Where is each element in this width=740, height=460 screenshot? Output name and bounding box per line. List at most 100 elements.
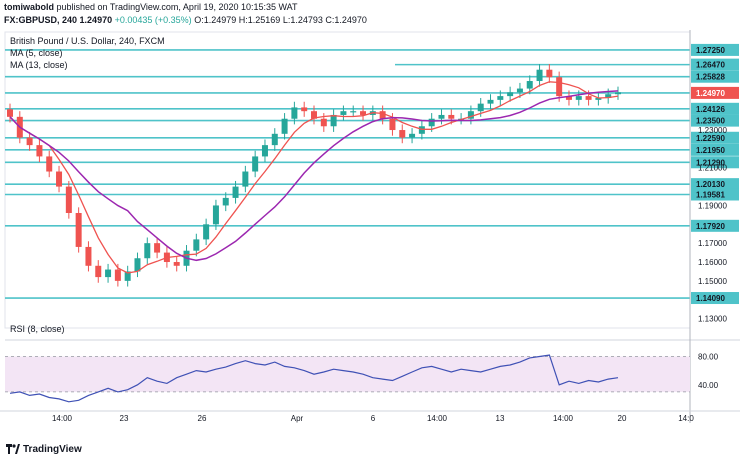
- candle-body: [418, 126, 425, 134]
- level-label: 1.25828: [696, 73, 725, 82]
- candle-body: [409, 133, 416, 138]
- level-label: 1.23500: [696, 117, 725, 126]
- candle-body: [242, 171, 249, 187]
- symbol-label: FX:GBPUSD, 240: [4, 15, 78, 25]
- chart-legend: British Pound / U.S. Dollar, 240, FXCM M…: [10, 36, 165, 334]
- ma13-line: [9, 90, 619, 262]
- candle-body: [595, 97, 602, 100]
- candle-body: [281, 118, 288, 134]
- level-badge: [691, 70, 739, 83]
- candle-body: [75, 212, 82, 247]
- time-tick-label: 26: [198, 414, 207, 423]
- time-axis[interactable]: 14:00 23 26 Apr 6 14:00 13 14:00 20 14:0: [0, 410, 740, 423]
- candle-body: [301, 107, 308, 112]
- time-tick-label: 14:00: [427, 414, 448, 423]
- candle-body: [154, 243, 161, 253]
- price-tick-label: 1.17000: [698, 239, 727, 248]
- level-badge: [691, 292, 739, 305]
- price-tick-label: 1.23000: [698, 126, 727, 135]
- level-badge: [691, 58, 739, 71]
- level-label: 1.27250: [696, 46, 725, 55]
- candlesticks: [7, 64, 621, 287]
- candle-body: [232, 186, 239, 198]
- candle-body: [605, 94, 612, 98]
- candle-body: [379, 111, 386, 119]
- candle-body: [311, 111, 317, 119]
- chart-title: British Pound / U.S. Dollar, 240, FXCM: [10, 36, 165, 46]
- level-label: 1.19581: [696, 190, 725, 199]
- candle-body: [526, 81, 533, 89]
- candle-body: [144, 243, 151, 259]
- level-badge: [691, 114, 739, 127]
- price-tick-label: 1.21000: [698, 164, 727, 173]
- price-tick-label: 1.19000: [698, 201, 727, 210]
- author-name[interactable]: tomiwabold: [4, 2, 54, 12]
- candle-body: [507, 92, 514, 97]
- candle-body: [105, 269, 112, 278]
- level-badge: [691, 131, 739, 144]
- open-label: O:: [194, 15, 204, 25]
- candle-body: [487, 99, 494, 104]
- tradingview-footer[interactable]: TradingView: [6, 442, 82, 458]
- candle-body: [261, 145, 268, 157]
- candle-body: [26, 137, 33, 146]
- publish-line: tomiwabold published on TradingView.com,…: [0, 1, 740, 13]
- candle-body: [438, 114, 445, 119]
- candle-body: [360, 111, 367, 115]
- price-tick-label: 1.16000: [698, 258, 727, 267]
- level-label: 1.22590: [696, 134, 725, 143]
- time-tick-label: 14:00: [52, 414, 73, 423]
- rsi-tick-label: 80.00: [698, 352, 719, 361]
- level-badge: [691, 43, 739, 56]
- candle-body: [536, 69, 543, 82]
- candle-body: [448, 114, 455, 119]
- time-tick-label: Apr: [291, 414, 304, 423]
- candle-body: [95, 265, 102, 278]
- candle-body: [56, 171, 63, 187]
- candle-body: [124, 271, 131, 281]
- rsi-line: [9, 354, 619, 403]
- time-tick-label: 6: [371, 414, 376, 423]
- price-change: +0.00435 (+0.35%): [114, 15, 192, 25]
- time-tick-label: 13: [496, 414, 505, 423]
- last-price: 1.24970: [79, 15, 113, 25]
- candle-body: [477, 103, 484, 112]
- time-tick-label: 23: [120, 414, 129, 423]
- legend-ma13: MA (13, close): [10, 60, 68, 70]
- chart-area[interactable]: 1.27250 1.26470 1.25828 1.24126 1.23500 1.225…: [0, 30, 740, 440]
- low-value: 1.24793: [290, 15, 323, 25]
- candle-body: [399, 130, 406, 138]
- open-value: 1.24979: [203, 15, 237, 25]
- level-badge: [691, 178, 739, 191]
- level-badge: [691, 143, 739, 156]
- time-tick-label: 20: [618, 414, 627, 423]
- candle-body: [575, 96, 582, 100]
- high-label: H:: [238, 15, 248, 25]
- candle-body: [193, 239, 200, 251]
- current-price-label: 1.24970: [696, 89, 725, 98]
- candle-body: [546, 69, 553, 78]
- rsi-tick-label: 40.00: [698, 381, 719, 390]
- low-label: L:: [282, 15, 291, 25]
- candle-body: [291, 107, 298, 119]
- candle-body: [36, 145, 43, 157]
- level-label: 1.24126: [696, 105, 725, 114]
- legend-ma5: MA (5, close): [10, 48, 63, 58]
- candle-body: [389, 118, 396, 131]
- level-label: 1.20130: [696, 180, 725, 189]
- tradingview-brand: TradingView: [23, 444, 82, 455]
- level-label: 1.17920: [696, 222, 725, 231]
- price-tick-label: 1.13000: [698, 315, 727, 324]
- time-tick-label: 14:0: [678, 414, 694, 423]
- rsi-title: RSI (8, close): [10, 324, 65, 334]
- candle-body: [340, 111, 347, 115]
- level-label: 1.26470: [696, 61, 725, 70]
- candle-body: [114, 269, 121, 281]
- current-price-badge: [691, 86, 739, 99]
- high-value: 1.25169: [247, 15, 281, 25]
- candle-body: [173, 262, 180, 266]
- candle-body: [46, 156, 53, 172]
- support-resistance-levels: 1.27250 1.26470 1.25828 1.24126 1.23500 1.225…: [5, 43, 739, 305]
- quote-line: FX:GBPUSD, 240 1.24970 +0.00435 (+0.35%)…: [0, 14, 740, 26]
- candle-body: [271, 133, 278, 146]
